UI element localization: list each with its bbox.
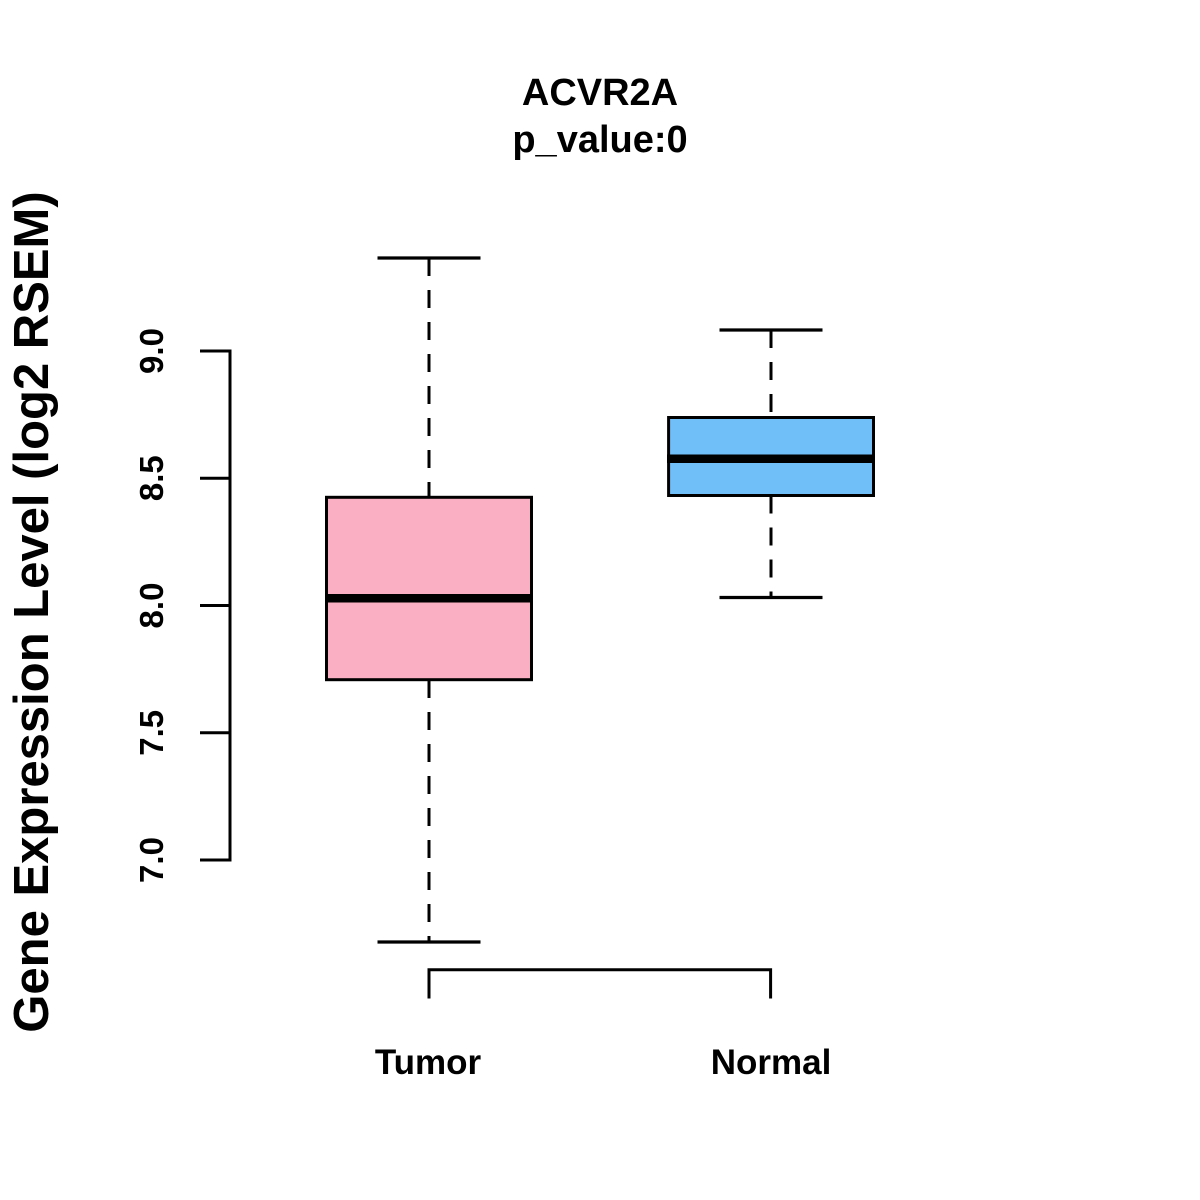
svg-text:7.5: 7.5 [133, 710, 170, 756]
svg-text:ACVR2A: ACVR2A [522, 72, 678, 114]
svg-text:Gene Expression Level (log2 RS: Gene Expression Level (log2 RSEM) [5, 191, 59, 1032]
svg-text:8.0: 8.0 [133, 583, 170, 629]
svg-text:9.0: 9.0 [133, 328, 170, 374]
svg-text:8.5: 8.5 [133, 455, 170, 501]
svg-text:p_value:0: p_value:0 [512, 119, 687, 161]
svg-text:Tumor: Tumor [375, 1043, 482, 1082]
svg-text:7.0: 7.0 [133, 837, 170, 883]
svg-text:Normal: Normal [711, 1043, 832, 1082]
